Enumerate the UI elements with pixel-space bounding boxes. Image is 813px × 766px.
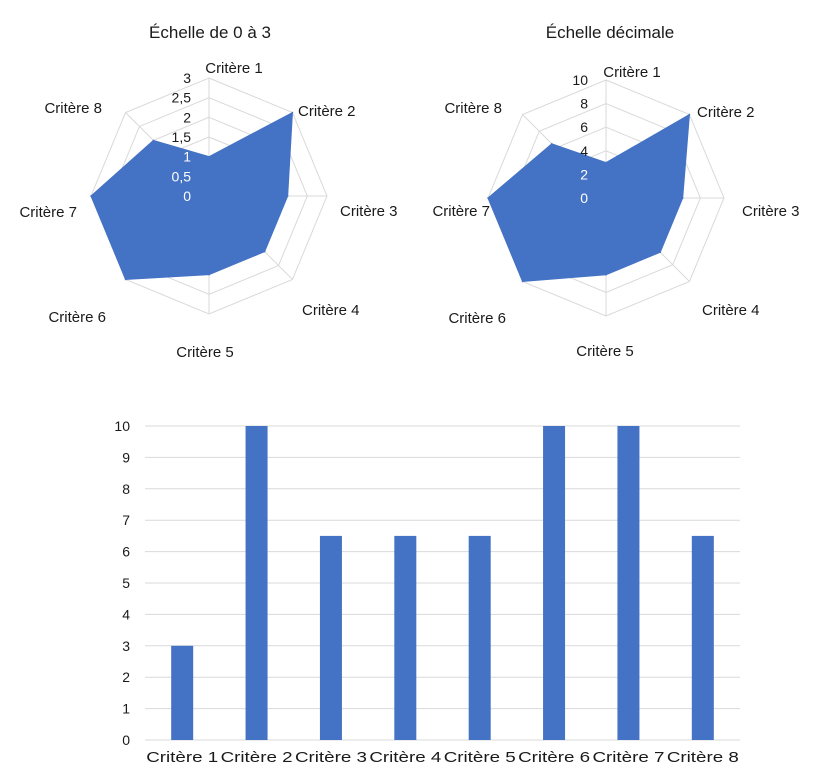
- radar-category-label: Critère 8: [44, 100, 102, 117]
- radar-category-label: Critère 4: [302, 302, 360, 319]
- radar-point: [550, 142, 553, 145]
- bar-category-label: Critère 3: [295, 749, 367, 766]
- radar-point: [208, 273, 210, 276]
- bar: [691, 535, 714, 740]
- bar-category-label: Critère 2: [221, 749, 293, 766]
- radar-series-area: [487, 113, 691, 282]
- radar-point: [659, 251, 662, 254]
- radar-point: [681, 197, 684, 199]
- radar-category-label: Critère 6: [48, 309, 106, 326]
- radar-tick-label: 1,5: [172, 129, 192, 145]
- bar-y-tick-label: 3: [122, 638, 130, 654]
- bar: [245, 426, 268, 740]
- bar-y-tick-label: 7: [122, 512, 130, 528]
- radar-category-label: Critère 7: [19, 204, 77, 221]
- bar-y-tick-label: 1: [122, 701, 130, 717]
- bar: [319, 535, 342, 740]
- radar-point: [487, 197, 489, 199]
- bar: [171, 645, 194, 740]
- bar-y-tick-label: 4: [122, 606, 130, 622]
- radar-tick-label: 0,5: [172, 168, 192, 184]
- bar: [543, 426, 566, 740]
- bar-y-tick-label: 10: [114, 418, 130, 434]
- bar-y-tick-label: 5: [122, 575, 130, 591]
- bar: [468, 535, 491, 740]
- radar-category-label: Critère 3: [742, 203, 800, 220]
- radar-tick-label: 4: [580, 143, 588, 159]
- bar-category-label: Critère 5: [444, 749, 516, 766]
- radar-category-label: Critère 5: [176, 344, 234, 361]
- radar-point: [605, 273, 607, 276]
- radar-point: [90, 195, 92, 197]
- bar: [394, 535, 417, 740]
- radar-tick-label: 2: [183, 109, 191, 125]
- radar-category-label: Critère 1: [603, 64, 661, 81]
- radar-title-decimal: Échelle décimale: [546, 23, 675, 42]
- radar-point: [688, 113, 691, 116]
- radar-tick-label: 8: [580, 96, 588, 112]
- radar-tick-label: 0: [580, 190, 588, 206]
- radar-category-label: Critère 2: [697, 104, 755, 121]
- radar-category-label: Critère 4: [702, 302, 760, 319]
- bar-category-label: Critère 4: [369, 749, 441, 766]
- radar-tick-label: 1: [183, 149, 191, 165]
- radar-point: [521, 280, 524, 283]
- bar-y-tick-label: 0: [122, 732, 130, 748]
- bar-category-label: Critère 1: [146, 749, 218, 766]
- radar-category-label: Critère 7: [432, 203, 490, 220]
- radar-point: [263, 250, 266, 253]
- radar-category-label: Critère 6: [448, 310, 506, 327]
- bar-category-label: Critère 6: [518, 749, 590, 766]
- radar-title-0-3: Échelle de 0 à 3: [149, 23, 271, 42]
- radar-category-label: Critère 5: [576, 343, 634, 360]
- radar-tick-label: 0: [183, 188, 191, 204]
- radar-series-area: [90, 111, 293, 280]
- bar-y-tick-label: 6: [122, 544, 130, 560]
- radar-point: [208, 155, 210, 158]
- radar-tick-label: 2: [580, 166, 588, 182]
- radar-category-label: Critère 2: [298, 103, 356, 120]
- bar-category-label: Critère 7: [592, 749, 664, 766]
- radar-category-label: Critère 8: [444, 100, 502, 117]
- bar: [617, 426, 640, 740]
- radar-chart-0-3: Échelle de 0 à 3 0 0,5 1 1,5 2 2,5 3 Critère 1 C…: [19, 23, 398, 361]
- radar-category-label: Critère 3: [340, 203, 398, 220]
- radar-tick-label: 6: [580, 119, 588, 135]
- radar-point: [124, 278, 127, 281]
- bar-y-tick-label: 9: [122, 449, 130, 465]
- radar-tick-label: 3: [183, 70, 191, 86]
- bar-category-label: Critère 8: [667, 749, 739, 766]
- radar-point: [291, 111, 294, 114]
- radar-point: [152, 139, 155, 142]
- radar-category-label: Critère 1: [205, 60, 263, 77]
- radar-point: [605, 161, 607, 164]
- radar-chart-decimal: Échelle décimale 0 2 4 6 8 10 Critère 1 Critère…: [432, 23, 800, 360]
- bar-y-tick-label: 8: [122, 481, 130, 497]
- bar-y-tick-label: 2: [122, 669, 130, 685]
- radar-tick-label: 2,5: [172, 90, 192, 106]
- radar-tick-label: 10: [572, 72, 588, 88]
- radar-point: [286, 195, 289, 197]
